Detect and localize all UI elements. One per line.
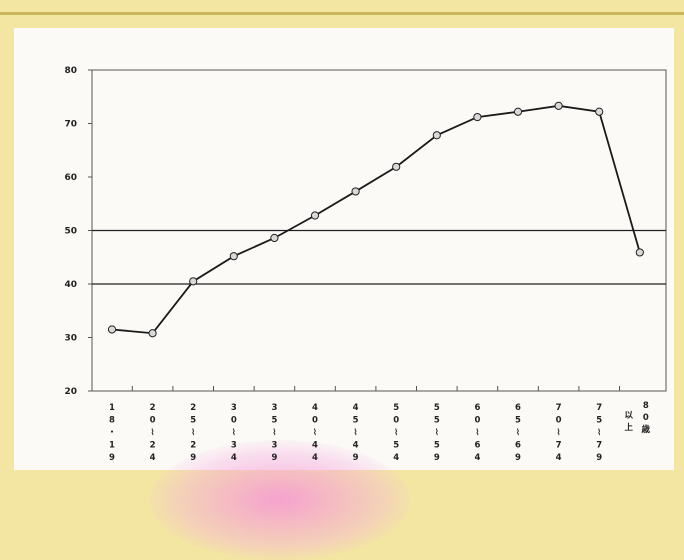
category-label: 5 [434, 403, 440, 413]
category-label: ・ [108, 428, 117, 438]
category-label: ⌇ [394, 428, 398, 438]
category-label: 4 [393, 453, 399, 463]
category-label: 3 [231, 403, 237, 413]
category-label: 4 [312, 441, 318, 451]
category-label: 6 [474, 441, 480, 451]
category-label: 8 [109, 416, 115, 426]
category-label: 0 [231, 416, 237, 426]
category-label: 1 [109, 441, 115, 451]
data-point [148, 329, 157, 338]
data-point [351, 187, 360, 196]
y-tick-label: 50 [64, 227, 77, 237]
y-tick-label: 20 [64, 387, 77, 397]
category-label: 7 [596, 441, 602, 451]
category-label: 9 [353, 453, 359, 463]
category-label: 0 [556, 416, 562, 426]
category-label: 5 [393, 441, 399, 451]
category-label: 4 [556, 453, 562, 463]
category-label: 歳 [641, 424, 651, 435]
category-label: ⌇ [354, 428, 358, 438]
category-label: ⌇ [516, 428, 520, 438]
category-label: ⌇ [191, 428, 195, 438]
top-border [0, 12, 684, 15]
category-label: 5 [271, 416, 277, 426]
line-chart: 2030405060708018・1920⌇2425⌇2930⌇3435⌇394… [64, 66, 667, 463]
category-label: 3 [231, 441, 237, 451]
data-point [310, 211, 320, 220]
data-point [189, 277, 198, 286]
data-point [513, 107, 523, 116]
category-label: 0 [150, 416, 156, 426]
data-point [595, 107, 604, 116]
category-label: 6 [515, 403, 521, 413]
category-label: 5 [353, 416, 359, 426]
category-label: 5 [434, 416, 440, 426]
category-label: 8 [643, 401, 649, 411]
category-label: 7 [556, 441, 562, 451]
category-label: 6 [515, 441, 521, 451]
category-label: ⌇ [557, 428, 561, 438]
category-label: 4 [353, 403, 359, 413]
data-point [554, 101, 563, 110]
category-label: 7 [556, 403, 562, 413]
category-label: 9 [109, 453, 115, 463]
category-label: 2 [190, 441, 196, 451]
data-point [392, 162, 401, 171]
category-label: ⌇ [151, 428, 155, 438]
category-label: 0 [643, 413, 649, 423]
category-label: ⌇ [475, 428, 479, 438]
category-label: 上 [625, 422, 634, 433]
category-label: 0 [312, 416, 318, 426]
category-label: 7 [596, 403, 602, 413]
category-label: ⌇ [272, 428, 276, 438]
category-label: 9 [190, 453, 196, 463]
category-label: 2 [190, 403, 196, 413]
category-label: 5 [190, 416, 196, 426]
category-label: 0 [474, 416, 480, 426]
data-point [107, 325, 117, 334]
category-label: 0 [393, 416, 399, 426]
category-label: 5 [434, 441, 440, 451]
category-label: 5 [393, 403, 399, 413]
category-label: ⌇ [313, 428, 317, 438]
category-label: 9 [596, 453, 602, 463]
category-label: 4 [312, 403, 318, 413]
y-tick-label: 40 [64, 280, 77, 290]
series-line [111, 104, 641, 335]
category-label: 4 [231, 453, 237, 463]
data-point [432, 131, 441, 140]
category-label: 4 [474, 453, 480, 463]
y-tick-label: 60 [64, 173, 77, 183]
category-label: 2 [150, 441, 156, 451]
chart-panel [14, 28, 674, 470]
category-label: 4 [353, 441, 359, 451]
data-point [270, 233, 279, 243]
chart-background: 20 30 40 50 60 70 80 1 8 ・ 1 9 2 0 ⌇ 2 4 2 5 ⌇ 2 9 3 0 ⌇ 3 4 3 5 ⌇ 3 9 4… [0, 12, 684, 560]
y-tick-label: 70 [64, 120, 77, 130]
data-point [229, 252, 238, 261]
y-tick-label: 80 [64, 66, 77, 76]
category-label: 4 [150, 453, 156, 463]
category-label: ⌇ [597, 428, 601, 438]
category-label: ⌇ [435, 428, 439, 438]
category-label: 2 [150, 403, 156, 413]
y-tick-label: 30 [64, 334, 77, 344]
data-point [473, 112, 482, 122]
category-label: 9 [515, 453, 521, 463]
category-label: 3 [271, 403, 277, 413]
category-label: 以 [625, 411, 634, 421]
category-label: 9 [271, 453, 277, 463]
category-label: 4 [312, 453, 318, 463]
category-label: 3 [271, 441, 277, 451]
category-label: 1 [109, 403, 115, 413]
category-label: 5 [515, 416, 521, 426]
category-label: 6 [474, 403, 480, 413]
category-label: 9 [434, 453, 440, 463]
category-label: ⌇ [232, 428, 236, 438]
data-point [635, 248, 644, 257]
category-label: 5 [596, 416, 602, 426]
